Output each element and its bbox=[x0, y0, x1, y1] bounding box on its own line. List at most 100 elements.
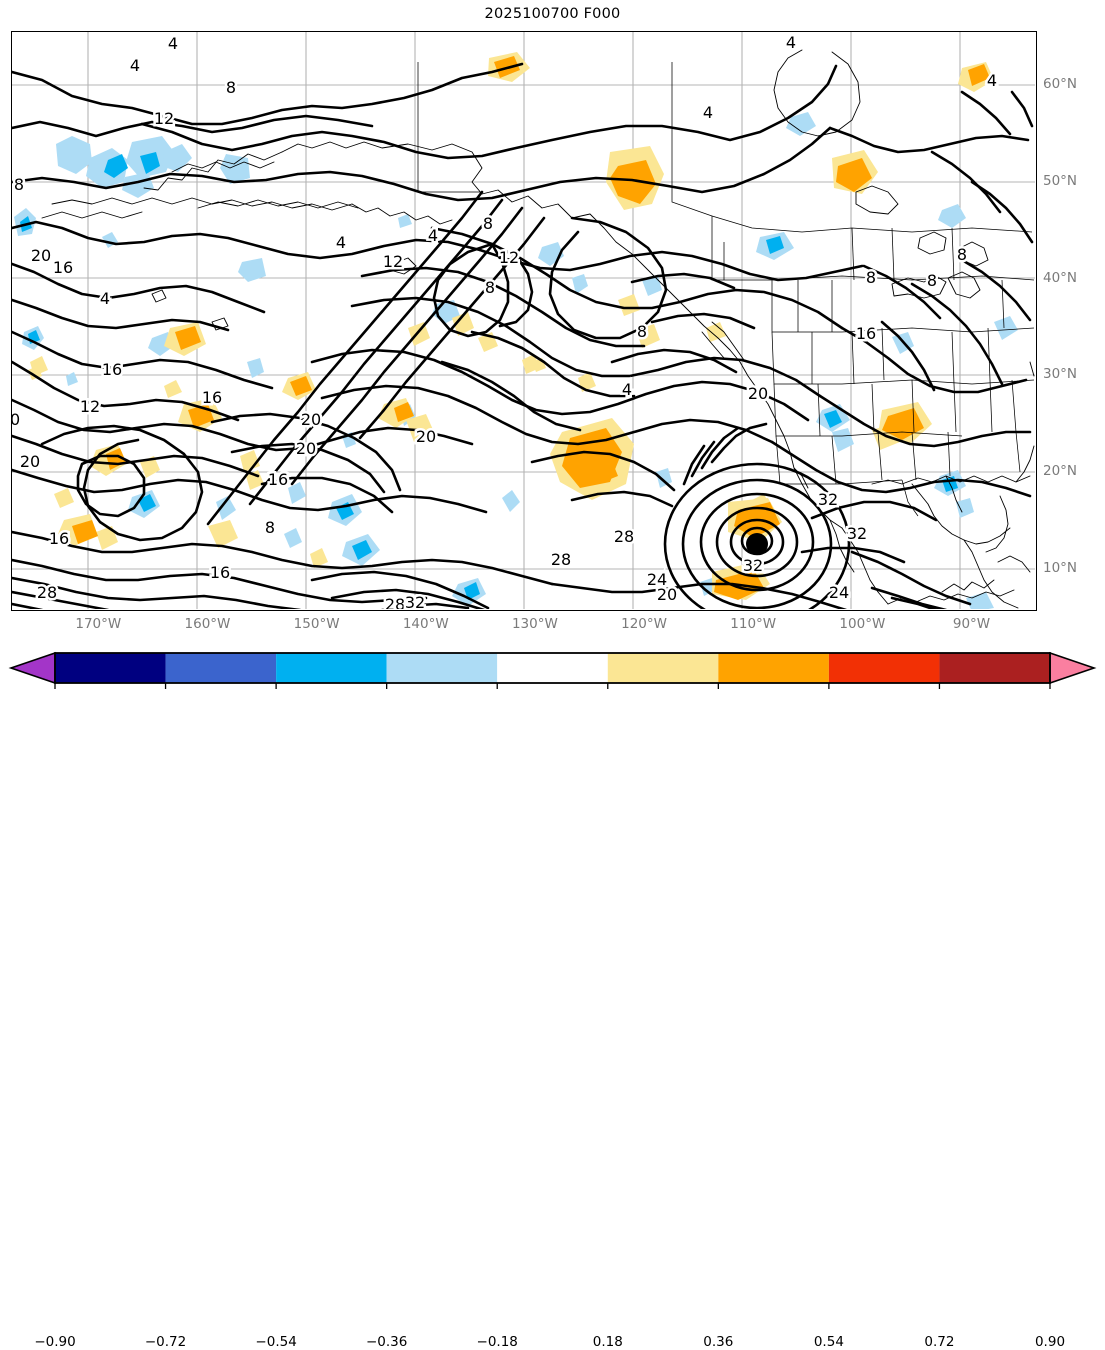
lon-tick-label: 120°W bbox=[621, 616, 667, 632]
contour-label: 12 bbox=[80, 397, 100, 416]
contour-label: 8 bbox=[637, 322, 647, 341]
contour-label: 32 bbox=[743, 556, 763, 575]
colorbar-segment bbox=[276, 653, 387, 683]
colorbar-segment bbox=[386, 653, 498, 683]
contour-label: 12 bbox=[383, 252, 403, 271]
contour-label: 8 bbox=[485, 278, 495, 297]
contour-label-halo: 28 bbox=[551, 550, 571, 569]
contour-label: 8 bbox=[265, 518, 275, 537]
lon-tick-label: 170°W bbox=[75, 616, 122, 632]
contour-label: 16 bbox=[268, 470, 288, 489]
contour-label-halo: 8 bbox=[866, 268, 876, 287]
colorbar-tick-label: 0.18 bbox=[592, 1334, 623, 1350]
contour-label-halo: 20 bbox=[301, 410, 321, 429]
contour-label-halo: 4 bbox=[622, 380, 632, 399]
lon-tick-label: 100°W bbox=[839, 616, 886, 632]
contour-label: 4 bbox=[786, 33, 796, 52]
contour-label-halo: 20 bbox=[416, 427, 436, 446]
contour-label-halo: 20 bbox=[296, 439, 316, 458]
contour-label: 28 bbox=[37, 583, 57, 602]
colorbar-segment bbox=[939, 653, 1050, 683]
contour-label-halo: 4 bbox=[130, 56, 140, 75]
contour-label: 28 bbox=[385, 595, 405, 609]
contour-label: 20 bbox=[20, 452, 40, 471]
lon-tick-label: 140°W bbox=[402, 616, 449, 632]
contour-label-halo: 8 bbox=[14, 175, 24, 194]
colorbar-tick-label: −0.72 bbox=[144, 1334, 187, 1350]
colorbar[interactable]: −0.90 −0.72 −0.54 −0.36 −0.18 0.18 0.36 0.54 0.7… bbox=[0, 648, 1105, 1350]
colorbar-tick-label: −0.36 bbox=[365, 1334, 408, 1350]
contour-label: 8 bbox=[14, 175, 24, 194]
contour-label-halo: 8 bbox=[483, 214, 493, 233]
contour-label-halo: 32 bbox=[818, 490, 838, 509]
lat-tick-label: 60°N bbox=[1043, 76, 1078, 93]
contour-label-halo: 8 bbox=[226, 78, 236, 97]
lat-tick-label: 30°N bbox=[1043, 366, 1078, 383]
lat-tick-label: 10°N bbox=[1043, 559, 1078, 576]
colorbar-swatches[interactable] bbox=[0, 648, 1105, 692]
contour-label-halo: 32 bbox=[847, 524, 867, 543]
contour-lines bbox=[12, 62, 1034, 609]
colorbar-segment bbox=[497, 653, 608, 683]
contour-label-halo: 16 bbox=[53, 258, 73, 277]
contour-label: 4 bbox=[703, 103, 713, 122]
contour-label-halo: 16 bbox=[210, 563, 230, 582]
contour-label: 4 bbox=[428, 226, 438, 245]
contour-label: 8 bbox=[927, 271, 937, 290]
contour-label: 4 bbox=[168, 34, 178, 53]
contour-label-halo: 32 bbox=[405, 593, 425, 609]
contour-label: 4 bbox=[622, 380, 632, 399]
contour-label: 20 bbox=[748, 384, 768, 403]
lon-tick-label: 150°W bbox=[293, 616, 340, 632]
contour-label-halo: 20 bbox=[748, 384, 768, 403]
map-canvas[interactable]: 1212882020161644161612122020202016162828… bbox=[12, 32, 1035, 609]
map-panel[interactable]: 1212882020161644161612122020202016162828… bbox=[11, 31, 1037, 611]
contour-label-halo: 12 bbox=[383, 252, 403, 271]
contour-label-halo: 32 bbox=[743, 556, 763, 575]
contour-label-halo: 12 bbox=[499, 248, 519, 267]
contour-label-halo: 4 bbox=[168, 34, 178, 53]
colorbar-segment bbox=[607, 653, 719, 683]
contour-label: 8 bbox=[866, 268, 876, 287]
colorbar-segment bbox=[165, 653, 277, 683]
lon-tick-label: 90°W bbox=[952, 616, 991, 632]
lat-tick-label: 20°N bbox=[1043, 462, 1078, 479]
contour-label: 8 bbox=[226, 78, 236, 97]
contour-label: 32 bbox=[847, 524, 867, 543]
contour-label-halo: 12 bbox=[154, 109, 174, 128]
contour-label: 16 bbox=[102, 360, 122, 379]
contour-label-halo: 8 bbox=[927, 271, 937, 290]
contour-label: 20 bbox=[657, 585, 677, 604]
lon-tick-label: 130°W bbox=[511, 616, 558, 632]
storm-center-marker bbox=[746, 533, 768, 555]
contour-label: 16 bbox=[856, 324, 876, 343]
contour-label: 16 bbox=[210, 563, 230, 582]
contour-label-halo: 16 bbox=[856, 324, 876, 343]
colorbar-extend-high bbox=[1049, 651, 1097, 685]
contour-label: 28 bbox=[551, 550, 571, 569]
contour-label: 20 bbox=[31, 246, 51, 265]
colorbar-tick-label: −0.18 bbox=[476, 1334, 518, 1350]
contour-label: 20 bbox=[416, 427, 436, 446]
contour-label: 8 bbox=[957, 245, 967, 264]
contour-label: 32 bbox=[818, 490, 838, 509]
contour-label-halo: 4 bbox=[428, 226, 438, 245]
contour-label: 4 bbox=[987, 71, 997, 90]
contour-label-halo: 16 bbox=[268, 470, 288, 489]
colorbar-segment bbox=[828, 653, 940, 683]
lon-tick-label: 110°W bbox=[730, 616, 777, 632]
contour-label-halo: 4 bbox=[987, 71, 997, 90]
contour-label-halo: 8 bbox=[637, 322, 647, 341]
contour-label-halo: 24 bbox=[647, 570, 667, 589]
colorbar-tick-label: 0.90 bbox=[1034, 1334, 1066, 1350]
contour-label-halo: 16 bbox=[102, 360, 122, 379]
contour-label-halo: 20 bbox=[31, 246, 51, 265]
contour-label: 20 bbox=[301, 410, 321, 429]
page-title: 2025100700 F000 bbox=[484, 6, 621, 22]
contour-label: 20 bbox=[296, 439, 316, 458]
contour-label-halo: 20 bbox=[12, 410, 20, 429]
colorbar-segment bbox=[55, 653, 166, 683]
contour-label-halo: 4 bbox=[703, 103, 713, 122]
colorbar-tick-label: 0.36 bbox=[703, 1334, 734, 1350]
contour-label: 24 bbox=[647, 570, 667, 589]
